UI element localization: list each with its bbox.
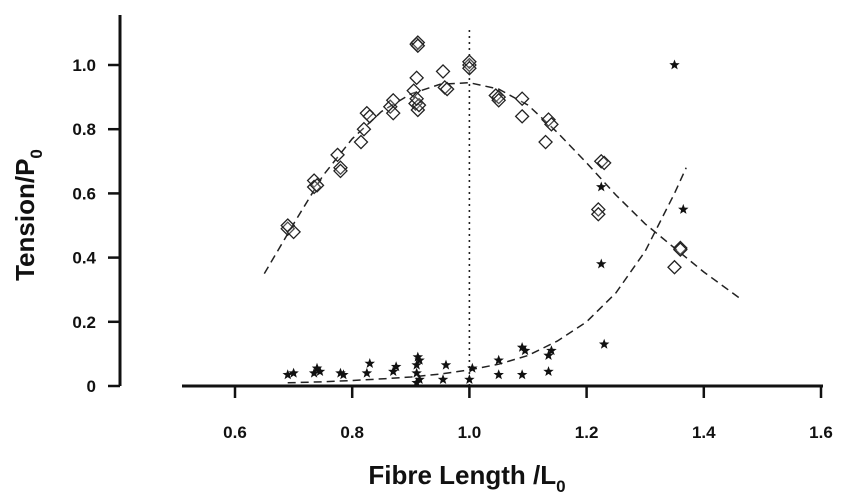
star-point — [678, 203, 689, 214]
y-axis-title: Tension/P0 — [10, 149, 46, 281]
star-point — [437, 374, 449, 384]
star-point — [467, 362, 478, 373]
diamond-point — [409, 91, 425, 107]
x-tick-label: 1.0 — [458, 423, 482, 442]
star-point — [308, 367, 320, 378]
diamond-point — [286, 224, 302, 240]
star-point — [335, 367, 346, 378]
star-point — [411, 367, 422, 378]
diamond-point — [491, 92, 507, 108]
y-tick-label: 0.2 — [72, 313, 96, 332]
star-point — [516, 342, 528, 352]
y-tick-label: 1.0 — [72, 56, 96, 75]
diamond-point — [333, 160, 348, 176]
star-point — [519, 345, 531, 356]
star-point — [414, 374, 425, 384]
diamond-point — [410, 38, 426, 54]
y-tick-label: 0.4 — [72, 249, 96, 268]
star-point — [516, 369, 528, 380]
diamond-point — [306, 179, 322, 195]
diamond-point — [409, 70, 425, 86]
diamond-point — [488, 88, 504, 103]
diamond-point — [410, 35, 426, 50]
diamond-point — [538, 134, 553, 150]
star-point — [669, 59, 680, 70]
diamond-point — [491, 89, 507, 105]
diamond-point — [596, 155, 612, 171]
diamond-point — [590, 202, 606, 217]
star-point — [598, 338, 610, 349]
fit-curve-2 — [287, 167, 687, 384]
data-markers — [280, 35, 689, 388]
diamond-point — [333, 163, 348, 179]
star-point — [546, 345, 557, 356]
star-point — [411, 377, 422, 388]
star-point — [338, 369, 349, 380]
diamond-point — [353, 134, 369, 150]
axes: 0 0.2 0.4 0.6 0.8 1.0 0.6 0.8 1.0 1.2 1.4 1.6 — [72, 15, 833, 442]
diamond-point — [330, 147, 345, 163]
star-point — [543, 350, 554, 360]
star-point — [596, 181, 607, 192]
star-point — [414, 354, 425, 365]
star-point — [282, 369, 293, 380]
star-point — [493, 369, 504, 380]
x-tick-label: 0.8 — [340, 423, 364, 442]
diamond-point — [541, 112, 556, 127]
x-axis-title: Fibre Length /L0 — [368, 460, 565, 496]
star-point — [596, 258, 607, 269]
diamond-point — [309, 177, 325, 193]
diamond-point — [435, 64, 451, 79]
diamond-point — [667, 259, 682, 275]
star-point — [361, 367, 373, 378]
star-point — [314, 366, 326, 376]
star-point — [464, 374, 475, 384]
diamond-point — [406, 83, 422, 99]
y-tick-label: 0.6 — [72, 184, 96, 203]
diamond-point — [461, 57, 477, 73]
y-tick-label: 0.8 — [72, 120, 96, 139]
star-point — [388, 366, 399, 376]
star-point — [364, 358, 375, 368]
fit-curves — [263, 81, 740, 384]
diamond-point — [590, 206, 606, 222]
x-tick-label: 0.6 — [223, 423, 247, 442]
y-tick-label: 0 — [87, 377, 96, 396]
fit-curve-1 — [263, 81, 740, 299]
diamond-point — [544, 116, 559, 132]
diamond-point — [362, 108, 378, 124]
star-point — [412, 351, 424, 362]
diamond-point — [514, 108, 530, 124]
x-tick-label: 1.6 — [809, 423, 833, 442]
star-point — [288, 367, 299, 378]
diamond-point — [514, 91, 530, 107]
star-point — [390, 361, 402, 372]
diamond-point — [385, 105, 401, 121]
diamond-point — [461, 60, 477, 76]
diamond-point — [356, 121, 372, 137]
star-point — [311, 362, 323, 373]
diamond-point — [672, 240, 688, 256]
diamond-point — [593, 153, 609, 169]
diamond-point — [672, 242, 688, 257]
x-tick-label: 1.2 — [575, 423, 599, 442]
star-point — [440, 359, 452, 370]
diamond-point — [439, 81, 455, 97]
x-tick-label: 1.4 — [692, 423, 716, 442]
star-point — [493, 354, 504, 365]
star-point — [543, 366, 554, 376]
